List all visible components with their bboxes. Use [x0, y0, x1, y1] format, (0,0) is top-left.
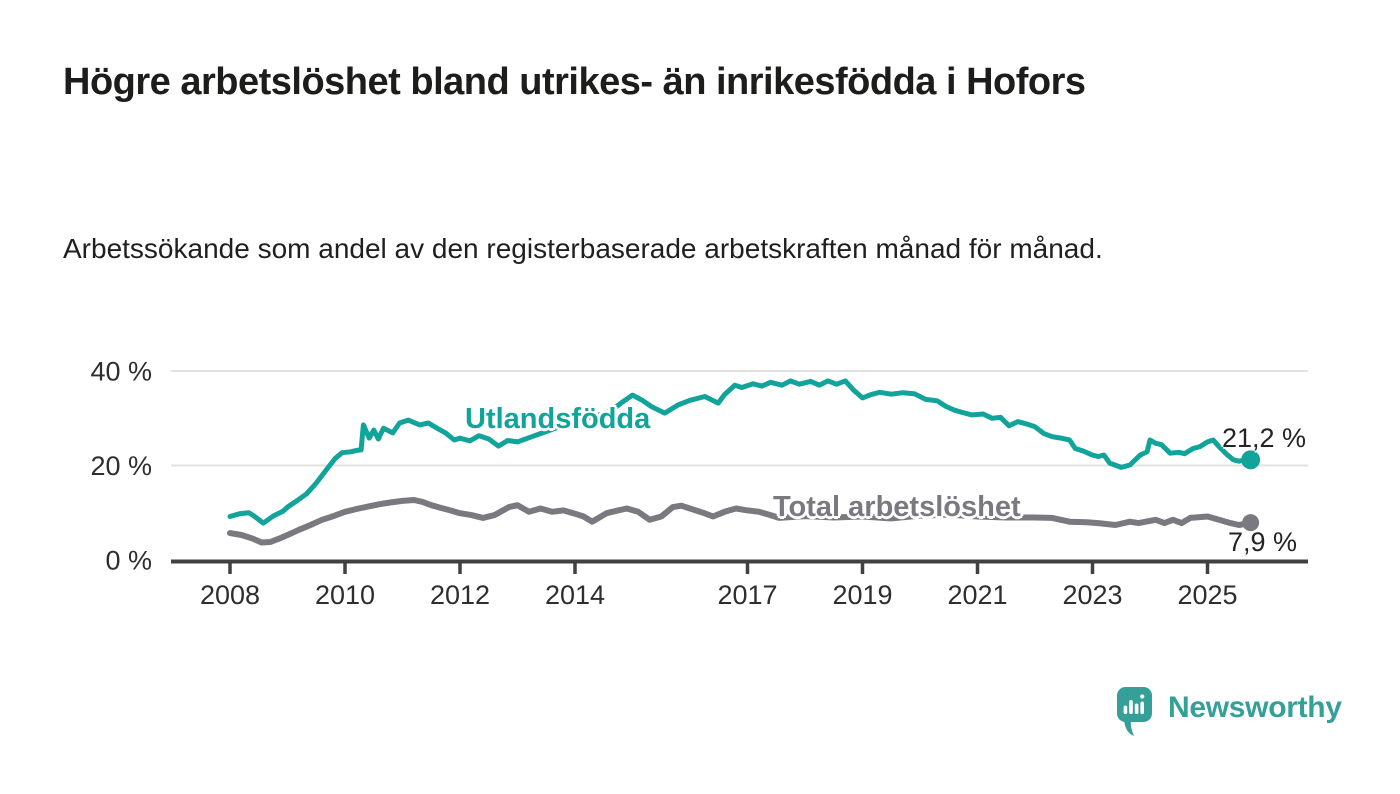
series-end-dot-utlandsfodda [1241, 450, 1261, 470]
x-tick-label: 2023 [1062, 580, 1122, 610]
x-tick-label: 2014 [545, 580, 605, 610]
end-value-label-utlandsfodda: 21,2 % [1222, 423, 1307, 453]
x-tick-label: 2019 [832, 580, 892, 610]
x-tick-label: 2008 [200, 580, 260, 610]
newsworthy-logo-icon [1117, 687, 1152, 736]
y-tick-label: 20 % [90, 451, 152, 481]
x-tick-label: 2021 [947, 580, 1007, 610]
x-tick-label: 2010 [315, 580, 375, 610]
brand-name: Newsworthy [1168, 691, 1342, 724]
series-end-dot-total-arbetsloshet [1242, 514, 1260, 532]
series-label-utlandsfodda: Utlandsfödda [465, 403, 651, 435]
series-line-total-arbetsloshet [227, 497, 1254, 546]
series-line-utlandsfodda [227, 378, 1254, 526]
x-tick-label: 2017 [717, 580, 777, 610]
series-label-total-arbetsloshet: Total arbetslöshet [773, 491, 1021, 523]
brand-footer: Newsworthy [1116, 686, 1342, 740]
page-title: Högre arbetslöshet bland utrikes- än inr… [63, 61, 1086, 103]
x-tick-label: 2012 [430, 580, 490, 610]
page-subtitle: Arbetssökande som andel av den registerb… [63, 233, 1103, 264]
y-tick-label: 0 % [105, 546, 152, 576]
end-value-label-total-arbetsloshet: 7,9 % [1228, 527, 1298, 557]
x-tick-label: 2025 [1177, 580, 1237, 610]
y-tick-label: 40 % [90, 357, 152, 387]
